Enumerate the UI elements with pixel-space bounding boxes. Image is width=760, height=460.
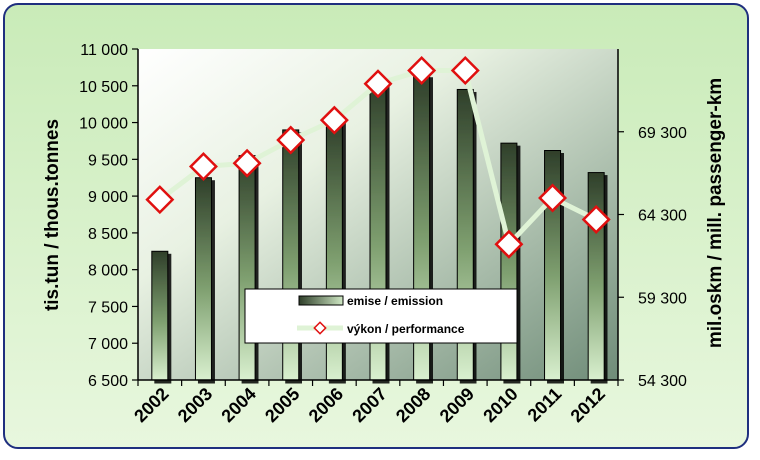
chart-frame: 6 500 7 000 7 500 8 000 8 500 9 000 9 500 10 00…: [3, 3, 751, 451]
performance-marker-2008: [407, 56, 437, 86]
bar-2012: [587, 172, 605, 381]
left-tick-label: 7 000: [88, 336, 128, 353]
left-tick-label: 10 000: [79, 116, 128, 133]
performance-marker-2005: [276, 125, 306, 155]
y-axis-label-right: mil.oskm / mill. passenger-km: [705, 78, 726, 348]
legend: emise / emission výkon / performance: [244, 288, 518, 344]
legend-label-emission: emise / emission: [347, 294, 443, 308]
right-tick-label: 64 300: [638, 208, 687, 225]
bar-2010: [500, 142, 518, 381]
performance-marker-2006: [319, 105, 349, 135]
performance-marker-2002: [145, 185, 175, 215]
performance-marker-2009: [450, 56, 480, 86]
right-tick-label: 54 300: [638, 373, 687, 390]
left-tick-label: 9 000: [88, 189, 128, 206]
left-axis-ticks: 6 500 7 000 7 500 8 000 8 500 9 000 9 500 10 00…: [79, 42, 138, 390]
bar-2003: [194, 177, 212, 381]
performance-marker-2004: [232, 148, 262, 178]
performance-marker-2010: [494, 229, 524, 259]
left-tick-label: 6 500: [88, 373, 128, 390]
left-tick-label: 8 500: [88, 226, 128, 243]
right-tick-label: 59 300: [638, 290, 687, 307]
y-axis-label-left: tis.tun / thous.tonnes: [42, 119, 63, 311]
left-tick-label: 8 000: [88, 263, 128, 280]
performance-marker-2011: [538, 183, 568, 213]
performance-marker-2003: [188, 152, 218, 182]
bar-2004: [238, 155, 256, 381]
left-tick-label: 10 500: [79, 79, 128, 96]
legend-marker-swatch: [313, 321, 327, 335]
left-tick-label: 7 500: [88, 299, 128, 316]
right-tick-label: 69 300: [638, 125, 687, 142]
legend-box: [244, 288, 518, 344]
performance-marker-2007: [363, 69, 393, 99]
legend-bar-swatch: [298, 295, 344, 306]
chart: 6 500 7 000 7 500 8 000 8 500 9 000 9 500 10 00…: [3, 3, 749, 449]
bar-2002: [151, 250, 169, 381]
left-tick-label: 9 500: [88, 152, 128, 169]
legend-label-performance: výkon / performance: [347, 322, 465, 336]
performance-marker-2012: [581, 204, 611, 234]
right-axis-ticks: 54 300 59 300 64 300 69 300: [618, 125, 687, 390]
left-tick-label: 11 000: [80, 42, 128, 59]
line-series: [145, 56, 611, 259]
